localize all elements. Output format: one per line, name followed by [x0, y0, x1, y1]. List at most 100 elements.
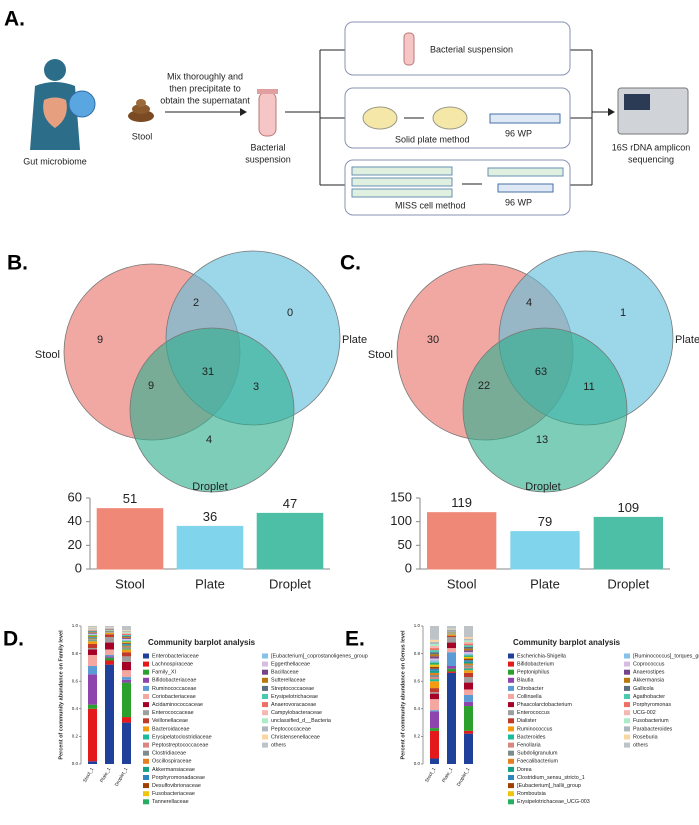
legend-label: Oscillospiraceae [152, 759, 192, 765]
bar-segment [88, 708, 97, 762]
bar-segment [88, 648, 97, 650]
x-tick-label: Plate [530, 576, 560, 591]
bar-segment [430, 654, 439, 657]
bar-segment [464, 663, 473, 666]
legend-label: Agathobacter [633, 694, 665, 700]
legend-label: Escherichia-Shigella [517, 653, 566, 659]
legend-label: Ruminococcaceae [152, 686, 196, 692]
bar-segment [464, 646, 473, 649]
bar-segment [122, 677, 131, 680]
legend-label: Clostridium_sensu_stricto_1 [517, 775, 585, 781]
bar-segment [88, 636, 97, 638]
bar-segment [88, 632, 97, 633]
bar-segment [88, 666, 97, 675]
bar-segment [430, 730, 439, 759]
bar-segment [430, 670, 439, 673]
bar-segment [430, 656, 439, 659]
y-tick-label: 1.0 [414, 623, 421, 628]
bar-segment [122, 634, 131, 635]
person-head [44, 59, 66, 81]
y-tick-label: 150 [390, 489, 412, 504]
bar-segment [464, 677, 473, 683]
droplet-strip [351, 188, 453, 198]
bar-segment [122, 670, 131, 678]
bar-segment [122, 640, 131, 642]
legend-label: Enterococcus [517, 710, 550, 716]
bar-segment [447, 666, 456, 669]
set-label: Stool [35, 349, 60, 361]
bar-segment [122, 631, 131, 633]
panel-letter: D. [3, 628, 24, 651]
bar-segment [430, 650, 439, 653]
legend-label: Bacteroides [517, 734, 546, 740]
x-tick-label: Droplet [269, 576, 311, 591]
legend-label: Peptostreptococcaceae [152, 743, 208, 749]
bar-segment [464, 626, 473, 638]
panel-letter: C. [340, 252, 361, 275]
legend-label: UCG-002 [633, 710, 656, 716]
bar-segment [430, 728, 439, 731]
bar-segment [88, 630, 97, 631]
set-label: Stool [368, 349, 393, 361]
legend-swatch [624, 677, 630, 683]
bar-segment [88, 627, 97, 629]
bar-segment [122, 635, 131, 637]
bar-segment [464, 666, 473, 669]
petri-dish [362, 106, 398, 130]
legend-swatch [262, 653, 268, 659]
legend-swatch [143, 669, 149, 675]
bar-segment [464, 650, 473, 652]
legend-swatch [262, 677, 268, 683]
x-tick-label: Stool [115, 576, 145, 591]
bar-segment [430, 648, 439, 651]
bar-segment [122, 649, 131, 653]
bar-segment [122, 644, 131, 646]
legend-label: [Ruminococcus]_torques_group [633, 653, 699, 659]
bar-segment [122, 636, 131, 638]
bar-segment [464, 642, 473, 644]
legend-swatch [508, 766, 514, 772]
legend-label: Ruminococcus [517, 726, 553, 732]
legend-swatch [624, 710, 630, 716]
legend-label: Campylobacteraceae [271, 710, 322, 716]
bar-value-label: 51 [123, 491, 137, 506]
bar-segment [430, 646, 439, 649]
merge-lines [570, 49, 608, 186]
legend-label: Parabacteroides [633, 726, 673, 732]
legend-label: [Eubacterium]_hallii_group [517, 783, 581, 789]
legend-label: Collinsella [517, 694, 542, 700]
legend-swatch [143, 750, 149, 756]
bar-segment [88, 637, 97, 639]
legend-label: unclassified_d__Bacteria [271, 718, 331, 724]
legend-label: Enterococcaceae [152, 710, 194, 716]
panel-letter: B. [7, 252, 28, 275]
legend-label: Sutterellaceae [271, 678, 305, 684]
bar-segment [122, 638, 131, 640]
petri-dish [432, 106, 468, 130]
legend-swatch [508, 742, 514, 748]
bar-segment [105, 656, 114, 658]
bar-segment [122, 656, 131, 662]
bar-segment [430, 658, 439, 661]
legend-label: others [271, 743, 286, 749]
bar-segment [88, 628, 97, 630]
bar-segment [88, 631, 97, 633]
bar-segment [88, 637, 97, 638]
legend-swatch [624, 702, 630, 708]
legend-label: Phascolarctobacterium [517, 702, 572, 708]
y-tick-label: 1.0 [72, 623, 79, 628]
bar-segment [88, 632, 97, 634]
legend-label: Akkermansiaceae [152, 767, 195, 773]
bar-segment [464, 701, 473, 707]
legend-swatch [143, 694, 149, 699]
legend-label: Faecalibacterium [517, 759, 559, 765]
legend-swatch [508, 750, 514, 756]
legend-swatch [262, 702, 268, 708]
bar-segment [464, 645, 473, 647]
method-box [344, 21, 571, 76]
bar-segment [464, 668, 473, 671]
venn-circle [129, 327, 295, 493]
tube-cap [257, 89, 278, 94]
bar-value-label: 36 [203, 509, 217, 524]
